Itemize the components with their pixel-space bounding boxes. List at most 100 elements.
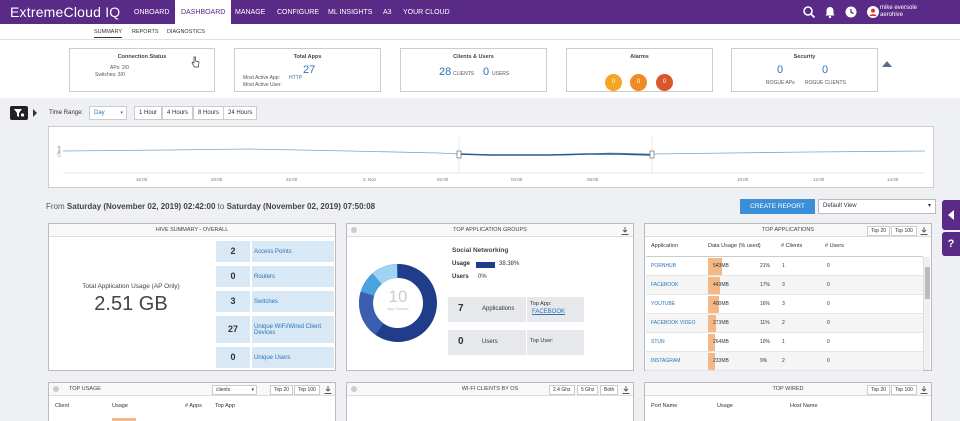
- app-name[interactable]: STUN: [651, 339, 665, 345]
- nav-dashboard[interactable]: DASHBOARD: [175, 0, 232, 24]
- usage-bar: [708, 296, 719, 313]
- col-port-name[interactable]: Port Name: [651, 403, 678, 409]
- alarms-card[interactable]: Alarms 0 0 0: [566, 48, 713, 92]
- client-devices-link[interactable]: Unique WiFi/Wired Client Devices: [252, 316, 334, 343]
- table-scrollbar[interactable]: [923, 257, 930, 370]
- top-app-groups-panel: TOP APPLICATION GROUPS 10 App Groups Soc…: [346, 223, 634, 371]
- access-points-link[interactable]: Access Points: [252, 241, 334, 262]
- tile-routers[interactable]: 0 Routers: [216, 266, 336, 287]
- unique-users-link[interactable]: Unique Users: [252, 347, 334, 368]
- expand-right-icon[interactable]: [32, 109, 38, 117]
- app-name[interactable]: YOUTUBE: [651, 301, 676, 307]
- top-100-button[interactable]: Top 100: [891, 226, 917, 236]
- timeline-plot[interactable]: [49, 127, 935, 189]
- nav-your-cloud[interactable]: YOUR CLOUD: [403, 9, 450, 16]
- alarm-major[interactable]: 0: [630, 74, 647, 91]
- scrollbar-thumb[interactable]: [925, 267, 930, 299]
- create-report-button[interactable]: CREATE REPORT: [740, 199, 815, 214]
- range-1-hour-button[interactable]: 1 Hour: [134, 106, 163, 120]
- filter-toggle-button[interactable]: [10, 106, 28, 120]
- client-timeline-chart[interactable]: Client 16:00 20:00 22:00 2. Nov 02:00 04…: [48, 126, 934, 188]
- col-usage[interactable]: Usage: [717, 403, 733, 409]
- applications-box[interactable]: 7 Applications Top App: FACEBOOK: [448, 297, 584, 322]
- nav-ml-insights[interactable]: ML INSIGHTS: [328, 9, 373, 16]
- col-client[interactable]: Client: [55, 403, 70, 409]
- search-icon[interactable]: [802, 5, 816, 19]
- top-100-button[interactable]: Top 100: [891, 385, 917, 395]
- clients-users-card[interactable]: Clients & Users 28 CLIENTS 0 USERS: [400, 48, 547, 92]
- app-name[interactable]: FACEBOOK: [651, 282, 679, 288]
- users-box[interactable]: 0 Users Top User:: [448, 330, 584, 355]
- range-8-hours-button[interactable]: 8 Hours: [193, 106, 225, 120]
- top-20-button[interactable]: Top 20: [867, 226, 891, 236]
- table-row[interactable]: INSTAGRAM 233MB 9% 2 0: [646, 352, 923, 371]
- table-row[interactable]: PORNHUB 543MB 21% 1 0: [646, 257, 923, 276]
- info-icon[interactable]: [351, 386, 357, 392]
- col-application[interactable]: Application: [651, 243, 678, 249]
- col-data-usage[interactable]: Data Usage (% used): [708, 243, 761, 249]
- info-icon[interactable]: [53, 386, 59, 392]
- table-row[interactable]: YOUTUBE 400MB 16% 3 0: [646, 295, 923, 314]
- nav-a3[interactable]: A3: [383, 9, 392, 16]
- range-4-hours-button[interactable]: 4 Hours: [162, 106, 194, 120]
- user-avatar-icon[interactable]: [867, 6, 879, 18]
- app-name[interactable]: INSTAGRAM: [651, 358, 681, 364]
- top-100-button[interactable]: Top 100: [294, 385, 320, 395]
- band-5ghz-button[interactable]: 5 Ghz: [577, 385, 599, 395]
- table-row[interactable]: STUN 264MB 10% 1 0: [646, 333, 923, 352]
- tile-unique-users[interactable]: 0 Unique Users: [216, 347, 336, 368]
- usage-bar: [708, 277, 720, 294]
- info-icon[interactable]: [351, 227, 357, 233]
- help-tab[interactable]: ?: [942, 232, 960, 256]
- alarm-critical[interactable]: 0: [605, 74, 622, 91]
- view-select[interactable]: Default View ▾: [818, 199, 936, 214]
- top-app-link[interactable]: FACEBOOK: [532, 309, 566, 315]
- tile-access-points[interactable]: 2 Access Points: [216, 241, 336, 262]
- top-20-button[interactable]: Top 20: [270, 385, 294, 395]
- alarm-minor[interactable]: 0: [656, 74, 673, 91]
- download-icon[interactable]: [920, 227, 928, 235]
- band-both-button[interactable]: Both: [600, 385, 619, 395]
- total-apps-card[interactable]: Total Apps 27 Most Active App: HTTP Most…: [234, 48, 381, 92]
- time-range-select[interactable]: Day ▾: [89, 106, 127, 120]
- security-card[interactable]: Security 0 ROGUE APs 0 ROGUE CLIENTS: [731, 48, 878, 92]
- app-name[interactable]: FACEBOOK VIDEO: [651, 320, 696, 326]
- bell-icon[interactable]: [823, 5, 837, 19]
- usage-bar: [708, 334, 715, 351]
- tile-switches[interactable]: 3 Switches: [216, 291, 336, 312]
- chevron-down-icon: ▾: [120, 110, 123, 116]
- col-usage[interactable]: Usage: [112, 403, 128, 409]
- range-24-hours-button[interactable]: 24 Hours: [223, 106, 258, 120]
- nav-manage[interactable]: MANAGE: [235, 9, 266, 16]
- col-apps[interactable]: # Apps: [185, 403, 202, 409]
- col-host-name[interactable]: Host Name: [790, 403, 818, 409]
- clock-icon[interactable]: [844, 5, 858, 19]
- collapse-up-icon[interactable]: [881, 60, 893, 68]
- tile-client-devices[interactable]: 27 Unique WiFi/Wired Client Devices: [216, 316, 336, 343]
- connection-status-card[interactable]: Connection Status APs: 2/0 Switches: 3/0: [69, 48, 215, 92]
- subnav-diagnostics[interactable]: DIAGNOSTICS: [167, 29, 205, 35]
- download-icon[interactable]: [920, 386, 928, 394]
- col-top-app[interactable]: Top App: [215, 403, 235, 409]
- app-groups-donut[interactable]: [357, 262, 439, 344]
- brand-logo[interactable]: ExtremeCloud IQ: [10, 4, 121, 20]
- download-icon[interactable]: [621, 227, 629, 235]
- col-clients[interactable]: # Clients: [781, 243, 803, 249]
- app-name[interactable]: PORNHUB: [651, 263, 677, 269]
- col-users[interactable]: # Users: [825, 243, 844, 249]
- nav-onboard[interactable]: ONBOARD: [134, 9, 170, 16]
- nav-configure[interactable]: CONFIGURE: [277, 9, 319, 16]
- band-24ghz-button[interactable]: 2.4 Ghz: [549, 385, 575, 395]
- table-row[interactable]: FACEBOOK VIDEO 273MB 11% 2 0: [646, 314, 923, 333]
- subnav-summary[interactable]: SUMMARY: [94, 29, 123, 38]
- top-usage-select[interactable]: clients ▾: [212, 385, 257, 395]
- user-name[interactable]: mike eversole: [880, 5, 918, 11]
- download-icon[interactable]: [324, 386, 332, 394]
- routers-link[interactable]: Routers: [252, 266, 334, 287]
- table-row[interactable]: FACEBOOK 443MB 17% 3 0: [646, 276, 923, 295]
- side-panel-toggle[interactable]: [942, 200, 960, 230]
- subnav-reports[interactable]: REPORTS: [132, 29, 159, 35]
- download-icon[interactable]: [622, 386, 630, 394]
- top-20-button[interactable]: Top 20: [867, 385, 891, 395]
- switches-link[interactable]: Switches: [252, 291, 334, 312]
